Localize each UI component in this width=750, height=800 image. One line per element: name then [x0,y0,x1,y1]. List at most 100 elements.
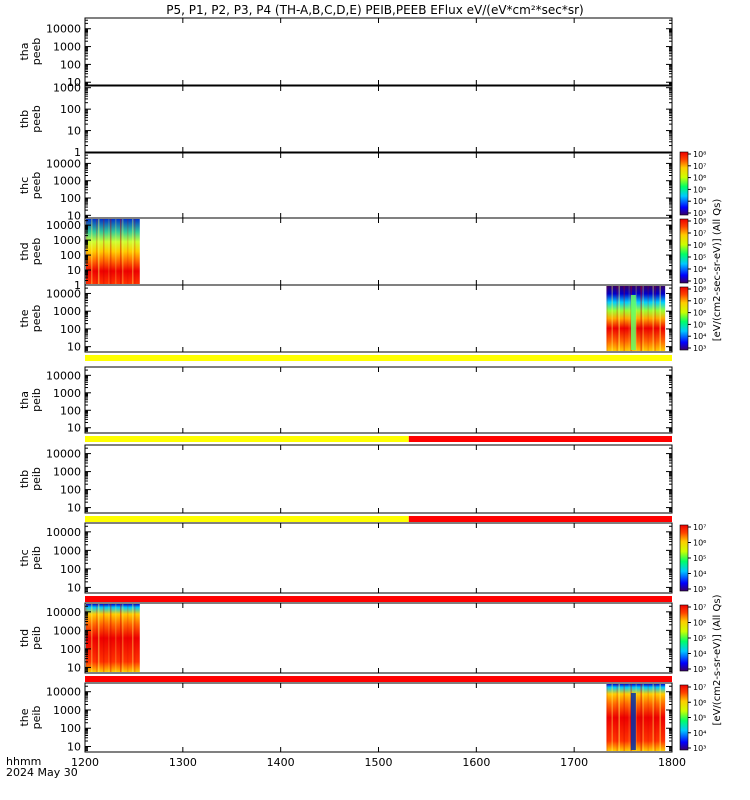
spectrogram-streak [133,219,136,284]
colorbar-tick-label: 10⁶ [693,309,706,318]
spectrogram-streak [635,286,637,351]
panel-label-probe: thd [18,629,31,647]
colorbar-tick-label: 10⁶ [693,539,706,548]
panel-label-product: peib [30,546,43,570]
colorbar-tick-label: 10⁷ [693,297,706,306]
colorbar-tick-label: 10³ [693,344,706,353]
y-tick-label: 100 [60,484,81,497]
panel-frame [84,522,673,594]
mode-bar-segment [85,516,409,522]
colorbar-tick-label: 10⁵ [693,714,706,723]
spectrogram-streak [102,604,105,672]
spectrogram-streak [652,286,654,351]
spectrogram-streak [107,219,110,284]
y-tick-label: 10000 [46,606,81,619]
spectrogram-streak [628,286,630,351]
spectrogram-streak [114,604,117,672]
panel-label-product: peib [30,626,43,650]
spectrogram-streak [647,286,649,351]
colorbar-tick-label: 10⁸ [693,285,706,294]
y-tick-label: 1000 [53,387,81,400]
spectrogram-streak [102,219,105,284]
y-tick-label: 10000 [46,526,81,539]
x-tick-label: 1700 [560,756,588,769]
colorbar [679,684,689,751]
y-tick-label: 10 [67,341,81,354]
panel-label-probe: thd [18,242,31,260]
y-tick-label: 1000 [53,466,81,479]
y-tick-label: 10000 [46,219,81,232]
spectrogram-streak [659,684,661,751]
colorbar-tick-label: 10³ [693,665,706,674]
spectrogram-streak [642,684,644,751]
spectrogram-streak [652,684,654,751]
x-axis-label-hhmm: hhmm [6,755,41,768]
panel-label-probe: the [18,309,31,327]
spectrogram-streak [642,286,644,351]
colorbar-tick-label: 10⁴ [693,197,706,206]
y-tick-label: 10 [67,422,81,435]
spectrogram-streak [119,219,122,284]
y-tick-label: 1000 [53,41,81,54]
spectrogram-streak [119,604,122,672]
y-tick-label: 100 [60,249,81,262]
panel-label-product: peeb [30,38,43,66]
mode-bar-segment [408,516,672,522]
colorbar [679,286,689,351]
y-tick-label: 10000 [46,157,81,170]
colorbar-tick-label: 10⁵ [693,320,706,329]
colorbar-tick-label: 10⁴ [693,265,706,274]
x-tick-label: 1300 [169,756,197,769]
y-tick-label: 10000 [46,686,81,699]
panel-label-product: peib [30,467,43,491]
panel-frame [84,17,673,86]
colorbar [679,604,689,672]
mode-bar-segment [85,355,672,361]
spectrogram-streak [618,684,620,751]
chart-title: P5, P1, P2, P3, P4 (TH-A,B,C,D,E) PEIB,P… [166,3,583,17]
y-tick-label: 1000 [53,234,81,247]
y-tick-label: 100 [60,722,81,735]
panel-the-peeb: 10 100 1000 10000 the peeb [18,284,673,354]
spectrogram-streak [606,286,608,351]
y-tick-label: 1 [74,279,81,292]
panel-frame [84,217,673,286]
mode-bar-segment [85,436,409,442]
y-tick-label: 10 [67,741,81,754]
colorbar-tick-label: 10⁶ [693,619,706,628]
spectrogram-streak [85,219,88,284]
colorbar-tick-label: 10⁴ [693,729,706,738]
colorbar-tick-label: 10⁸ [693,150,706,159]
colorbar-tick-label: 10⁷ [693,523,706,532]
spectrogram-streak [95,604,98,672]
colorbar-tick-label: 10⁶ [693,241,706,250]
colorbar-tick-label: 10³ [693,277,706,286]
spectrogram-streak [611,286,613,351]
spectrogram-streak [659,286,661,351]
spectrogram-streak [647,684,649,751]
y-tick-label: 1000 [53,544,81,557]
mode-bars [85,355,672,682]
panel-thb-peib: 10 100 1000 10000 thb peib [18,444,673,515]
panel-label-probe: thb [18,110,31,128]
y-tick-label: 100 [60,643,81,656]
panel-frame [84,284,673,353]
colorbar-tick-label: 10⁵ [693,554,706,563]
panel-frame [84,682,673,753]
spectrogram-streak [654,286,656,351]
spectrogram-streak [616,684,618,751]
panel-thb-peeb: 1 10 100 1000 thb peeb [18,82,673,159]
panel-label-probe: tha [18,391,31,409]
y-tick-label: 10 [67,209,81,222]
spectrogram-streak [618,286,620,351]
x-axis: 1200 1300 1400 1500 1600 1700 1800 [71,756,686,769]
spectrogram-streak [90,604,93,672]
spectrogram-streak [640,684,642,751]
mode-bar-segment [85,676,672,682]
y-tick-label: 10 [67,661,81,674]
mode-bar-segment [408,436,672,442]
spectrogram-streak [133,604,136,672]
panel-label-product: peeb [30,305,43,333]
